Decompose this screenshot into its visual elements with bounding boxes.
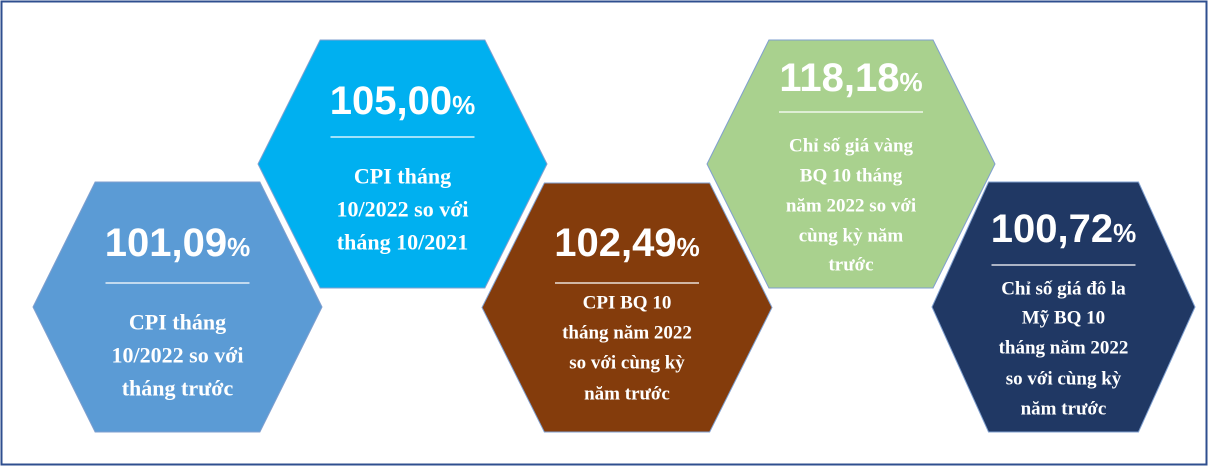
card-description: năm trước bbox=[584, 384, 670, 405]
card-description: BQ 10 tháng bbox=[800, 166, 903, 187]
value-number: 118,18 bbox=[779, 56, 899, 100]
hexagon bbox=[481, 182, 773, 433]
card-description: tháng 10/2021 bbox=[337, 230, 468, 255]
card-description: Chỉ số giá đô la bbox=[1001, 279, 1126, 300]
value-unit: % bbox=[677, 232, 700, 262]
card-description: CPI BQ 10 bbox=[583, 293, 672, 314]
value-number: 102,49 bbox=[554, 221, 676, 265]
card-description: Mỹ BQ 10 bbox=[1022, 308, 1105, 329]
card-description: 10/2022 so với bbox=[112, 343, 244, 368]
card-value: 102,49% bbox=[554, 221, 699, 265]
card-value: 100,72% bbox=[991, 207, 1136, 251]
value-number: 101,09 bbox=[105, 221, 227, 265]
card-value: 118,18% bbox=[779, 56, 922, 100]
hexagon bbox=[931, 181, 1196, 433]
value-number: 105,00 bbox=[330, 79, 452, 123]
card-value: 101,09% bbox=[105, 221, 250, 265]
card-description: so với cùng kỳ bbox=[569, 353, 685, 374]
card: 105,00% CPI tháng 10/2022 so với tháng 10/2… bbox=[257, 39, 548, 289]
card: 118,18% Chỉ số giá vàng BQ 10 tháng năm 202… bbox=[706, 39, 996, 289]
value-unit: % bbox=[900, 67, 923, 97]
card-description: 10/2022 so với bbox=[337, 197, 469, 222]
card-description: tháng năm 2022 bbox=[562, 323, 692, 344]
card-description: so với cùng kỳ bbox=[1006, 369, 1122, 390]
card-description: CPI tháng bbox=[129, 310, 226, 335]
card-description: Chỉ số giá vàng bbox=[789, 136, 914, 157]
card-description: năm 2022 so với bbox=[786, 196, 916, 217]
hexagon bbox=[257, 39, 548, 289]
value-unit: % bbox=[227, 232, 250, 262]
value-unit: % bbox=[452, 90, 475, 120]
card-description: tháng trước bbox=[122, 376, 234, 401]
card-description: trước bbox=[828, 255, 873, 276]
card: 101,09% CPI tháng 10/2022 so với tháng trướ… bbox=[32, 181, 323, 433]
card-description: tháng năm 2022 bbox=[999, 338, 1129, 359]
card-description: CPI tháng bbox=[354, 164, 451, 189]
card: 100,72% Chỉ số giá đô la Mỹ BQ 10 tháng năm… bbox=[931, 181, 1196, 433]
value-unit: % bbox=[1113, 218, 1136, 248]
hexagon bbox=[706, 39, 996, 289]
card-description: năm trước bbox=[1021, 399, 1107, 420]
hexagon bbox=[32, 181, 323, 433]
value-number: 100,72 bbox=[991, 207, 1113, 251]
card-description: cùng kỳ năm bbox=[799, 226, 904, 247]
card: 102,49% CPI BQ 10 tháng năm 2022 so với cùn… bbox=[481, 182, 773, 433]
card-value: 105,00% bbox=[330, 79, 475, 123]
